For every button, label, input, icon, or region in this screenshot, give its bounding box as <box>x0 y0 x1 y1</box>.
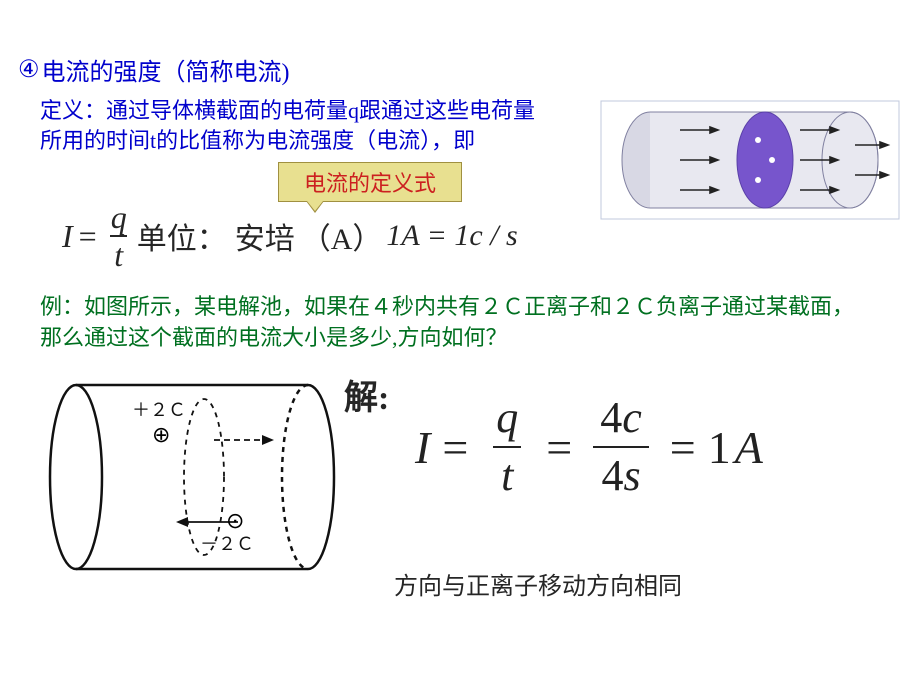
sol-q: q <box>488 396 526 446</box>
negative-charge-label: －２Ｃ <box>200 530 254 556</box>
equals-icon: = <box>670 421 696 474</box>
direction-note: 方向与正离子移动方向相同 <box>394 566 682 601</box>
equals-icon: = <box>442 421 468 474</box>
example-problem: 例：如图所示，某电解池，如果在４秒内共有２Ｃ正离子和２Ｃ负离子通过某截面，那么通… <box>40 292 870 354</box>
paren-close: ） <box>352 214 382 258</box>
section-title: ④ 电流的强度（简称电流) <box>18 52 290 87</box>
section-number: ④ <box>18 55 40 84</box>
callout-label: 电流的定义式 <box>304 166 436 198</box>
sol-num: 4c <box>592 396 650 446</box>
unit-name: 安培 <box>235 214 295 258</box>
section-title-text: 电流的强度（简称电流) <box>42 52 290 87</box>
sol-A: A <box>735 421 763 474</box>
solution-prefix: 解: <box>344 370 389 419</box>
symbol-q: q <box>107 201 131 235</box>
sol-den: 4s <box>593 446 648 498</box>
sol-I: I <box>415 421 430 474</box>
symbol-I: I <box>62 218 73 255</box>
equals-icon: = <box>79 218 97 255</box>
equals-icon: = <box>546 421 572 474</box>
unit-relation: 1A = 1c / s <box>386 219 517 253</box>
paren-open: （A <box>301 214 353 258</box>
fraction-q-over-t: q t <box>488 396 526 498</box>
positive-charge-label: ＋２Ｃ <box>132 396 186 422</box>
definition-formula: I = q t 单位： 安培 （A ） 1A = 1c / s <box>62 200 762 272</box>
electrolysis-diagram: ＋２Ｃ ⊕ ⊙ －２Ｃ <box>36 372 346 582</box>
plus-icon: ⊕ <box>152 422 170 448</box>
fraction-q-over-t: q t <box>107 201 131 271</box>
formula-callout: 电流的定义式 <box>278 162 462 202</box>
unit-label: 单位： <box>137 214 227 258</box>
sol-one: 1 <box>708 421 731 474</box>
sol-t: t <box>493 446 521 498</box>
definition-text: 定义：通过导体横截面的电荷量q跟通过这些电荷量所用的时间t的比值称为电流强度（电… <box>40 96 540 155</box>
symbol-t: t <box>110 235 127 271</box>
solution-equation: I = q t = 4c 4s = 1 A <box>415 392 763 502</box>
fraction-4c-over-4s: 4c 4s <box>592 396 650 498</box>
